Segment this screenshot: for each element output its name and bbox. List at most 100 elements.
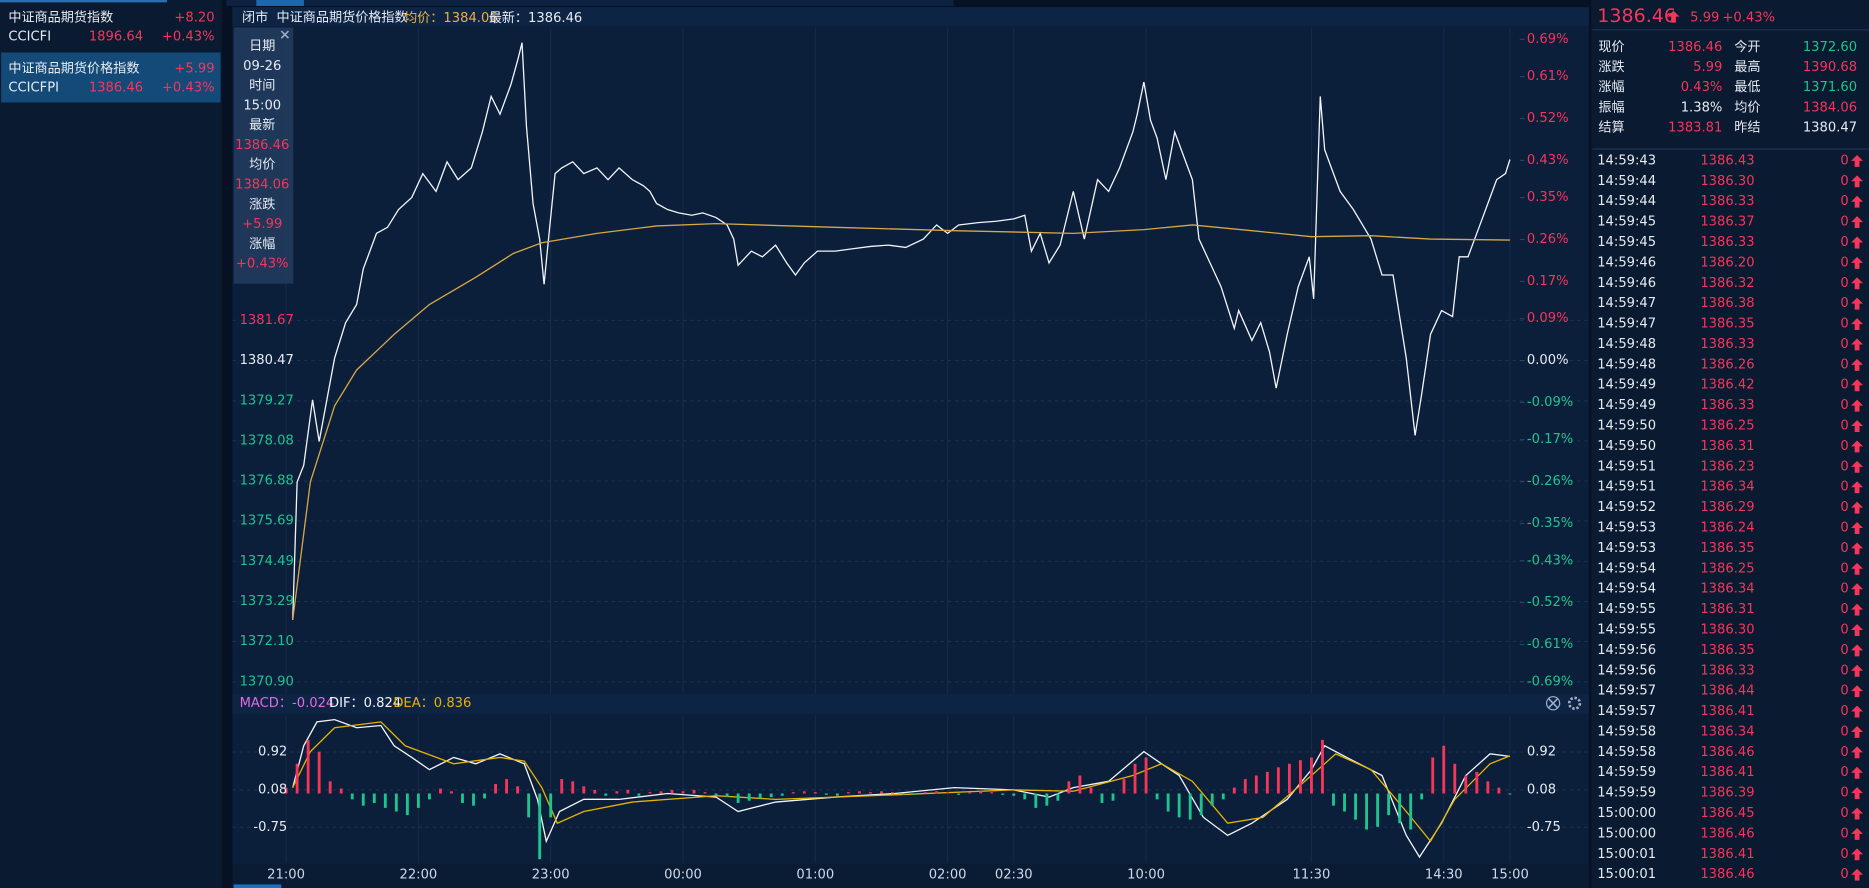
macd-header [232, 693, 1589, 714]
trade-price: 1386.30 [1700, 622, 1754, 637]
stat-value: 1386.46 [1668, 40, 1722, 55]
tooltip-label: 最新 [249, 117, 275, 133]
macd-bar [946, 792, 950, 794]
macd-bar [791, 792, 795, 794]
trade-volume: 0 [1840, 500, 1848, 515]
trade-price: 1386.35 [1700, 317, 1754, 332]
macd-bar [857, 791, 861, 794]
macd-bar [1001, 793, 1005, 795]
trade-time: 14:59:54 [1597, 561, 1656, 576]
trade-volume: 0 [1840, 337, 1848, 352]
macd-bar [990, 792, 994, 794]
trade-volume: 0 [1840, 357, 1848, 372]
close-icon[interactable] [1547, 697, 1559, 709]
trade-time: 14:59:50 [1597, 419, 1656, 434]
y2-tick-label: 0.52% [1527, 111, 1569, 126]
trade-time: 14:59:51 [1597, 459, 1656, 474]
trade-arrow [1851, 399, 1864, 412]
stat-label: 结算 [1598, 119, 1624, 135]
macd-bar [1310, 757, 1313, 794]
trade-arrow [1851, 664, 1864, 677]
trade-volume: 0 [1840, 480, 1848, 495]
trade-arrow [1851, 705, 1864, 718]
trade-arrow [1851, 318, 1864, 331]
stat-label: 现价 [1598, 40, 1624, 55]
trade-time: 14:59:58 [1597, 724, 1656, 739]
trade-volume: 0 [1840, 867, 1848, 882]
active-tab[interactable] [256, 0, 304, 6]
macd-bar [1144, 757, 1148, 794]
trade-price: 1386.38 [1700, 296, 1754, 311]
legend-value: 0.836 [434, 696, 472, 711]
trade-price: 1386.25 [1700, 561, 1754, 576]
macd-bar [913, 793, 916, 795]
trade-arrow [1851, 603, 1864, 616]
stat-value: 1390.68 [1803, 60, 1857, 75]
macd-bar [1508, 793, 1512, 795]
tooltip-close[interactable] [280, 30, 290, 39]
stat-value: 1371.60 [1803, 80, 1857, 95]
stat-label: 今开 [1734, 39, 1760, 55]
trade-volume: 0 [1840, 582, 1848, 597]
trade-volume: 0 [1840, 541, 1848, 556]
last-value: 1386.46 [528, 10, 582, 25]
macd-bar [935, 791, 939, 794]
close-icon-ring[interactable] [1545, 696, 1561, 711]
macd-bar [472, 793, 475, 806]
trade-time: 14:59:43 [1597, 153, 1656, 168]
item-change: +5.99 [174, 62, 214, 77]
macd-bar [284, 787, 288, 794]
y-tick-label: 1372.10 [240, 634, 294, 649]
y2-tick-label: 0.61% [1527, 69, 1569, 84]
y-tick-label: 0.92 [258, 745, 287, 760]
tooltip-value: +0.43% [236, 257, 289, 272]
y2-tick-label: 0.69% [1527, 32, 1569, 47]
tooltip-box [233, 27, 294, 284]
macd-bar [383, 793, 387, 808]
last-label: 最新： [489, 9, 528, 25]
macd-bar [924, 792, 927, 794]
macd-bar [350, 793, 354, 800]
trade-price: 1386.33 [1700, 194, 1754, 209]
y2-tick-label: 0.35% [1527, 190, 1569, 205]
legend-entry: MACD：-0.024 [240, 696, 335, 711]
stat-value: 1.38% [1681, 100, 1723, 115]
tooltip-label: 均价 [249, 157, 275, 173]
trade-arrow [1851, 746, 1864, 759]
macd-bar [1254, 775, 1258, 794]
macd-bar [450, 791, 453, 794]
macd-bar [648, 792, 652, 794]
macd-bar [582, 786, 586, 794]
macd-bar [1398, 793, 1402, 824]
trade-price: 1386.29 [1700, 500, 1754, 515]
trade-volume: 0 [1840, 704, 1848, 719]
y-tick-label: 1376.88 [240, 474, 294, 489]
tab-strip [226, 0, 954, 6]
trade-volume: 0 [1840, 786, 1848, 801]
macd-bar [593, 789, 597, 794]
trade-price: 1386.46 [1700, 745, 1754, 760]
scroll-indicator[interactable] [233, 884, 282, 888]
selected-item[interactable] [1, 52, 221, 103]
stat-label: 均价 [1734, 99, 1760, 115]
macd-bar [1453, 763, 1457, 794]
panel-accent [0, 0, 167, 3]
tooltip-value: +5.99 [242, 217, 282, 232]
macd-bar [1188, 793, 1192, 820]
macd-bar [416, 793, 420, 808]
macd-bar [317, 751, 321, 794]
macd-bar [1431, 757, 1435, 794]
up-arrow [1667, 10, 1680, 23]
trade-price: 1386.20 [1700, 255, 1754, 270]
trade-time: 14:59:47 [1597, 296, 1656, 311]
trade-time: 14:59:51 [1597, 480, 1656, 495]
trade-volume: 0 [1840, 724, 1848, 739]
macd-bar [626, 789, 630, 794]
settings-icon[interactable] [1567, 696, 1582, 710]
x-tick-label: 00:00 [664, 867, 702, 882]
trade-time: 14:59:53 [1597, 521, 1656, 536]
tooltip-value: 1384.06 [235, 177, 289, 192]
macd-bar [1265, 771, 1269, 794]
macd-bar [670, 789, 674, 794]
tooltip: 日期 09-26 时间 15:00 最新 1386.46 均价 1384.06 涨跌 +5.99 涨… [233, 27, 294, 284]
